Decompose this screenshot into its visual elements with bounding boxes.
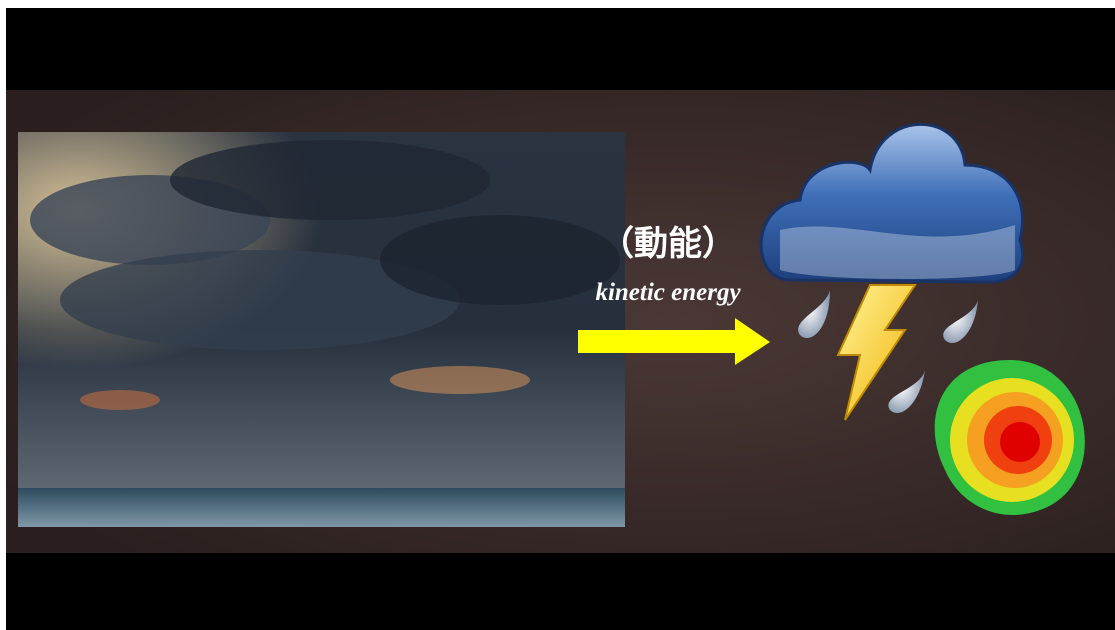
slide: （動能） kinetic energy: [0, 0, 1115, 630]
label-en: kinetic energy: [595, 279, 741, 306]
storm-photo: [18, 132, 625, 527]
label-zh: （動能）: [600, 224, 736, 264]
